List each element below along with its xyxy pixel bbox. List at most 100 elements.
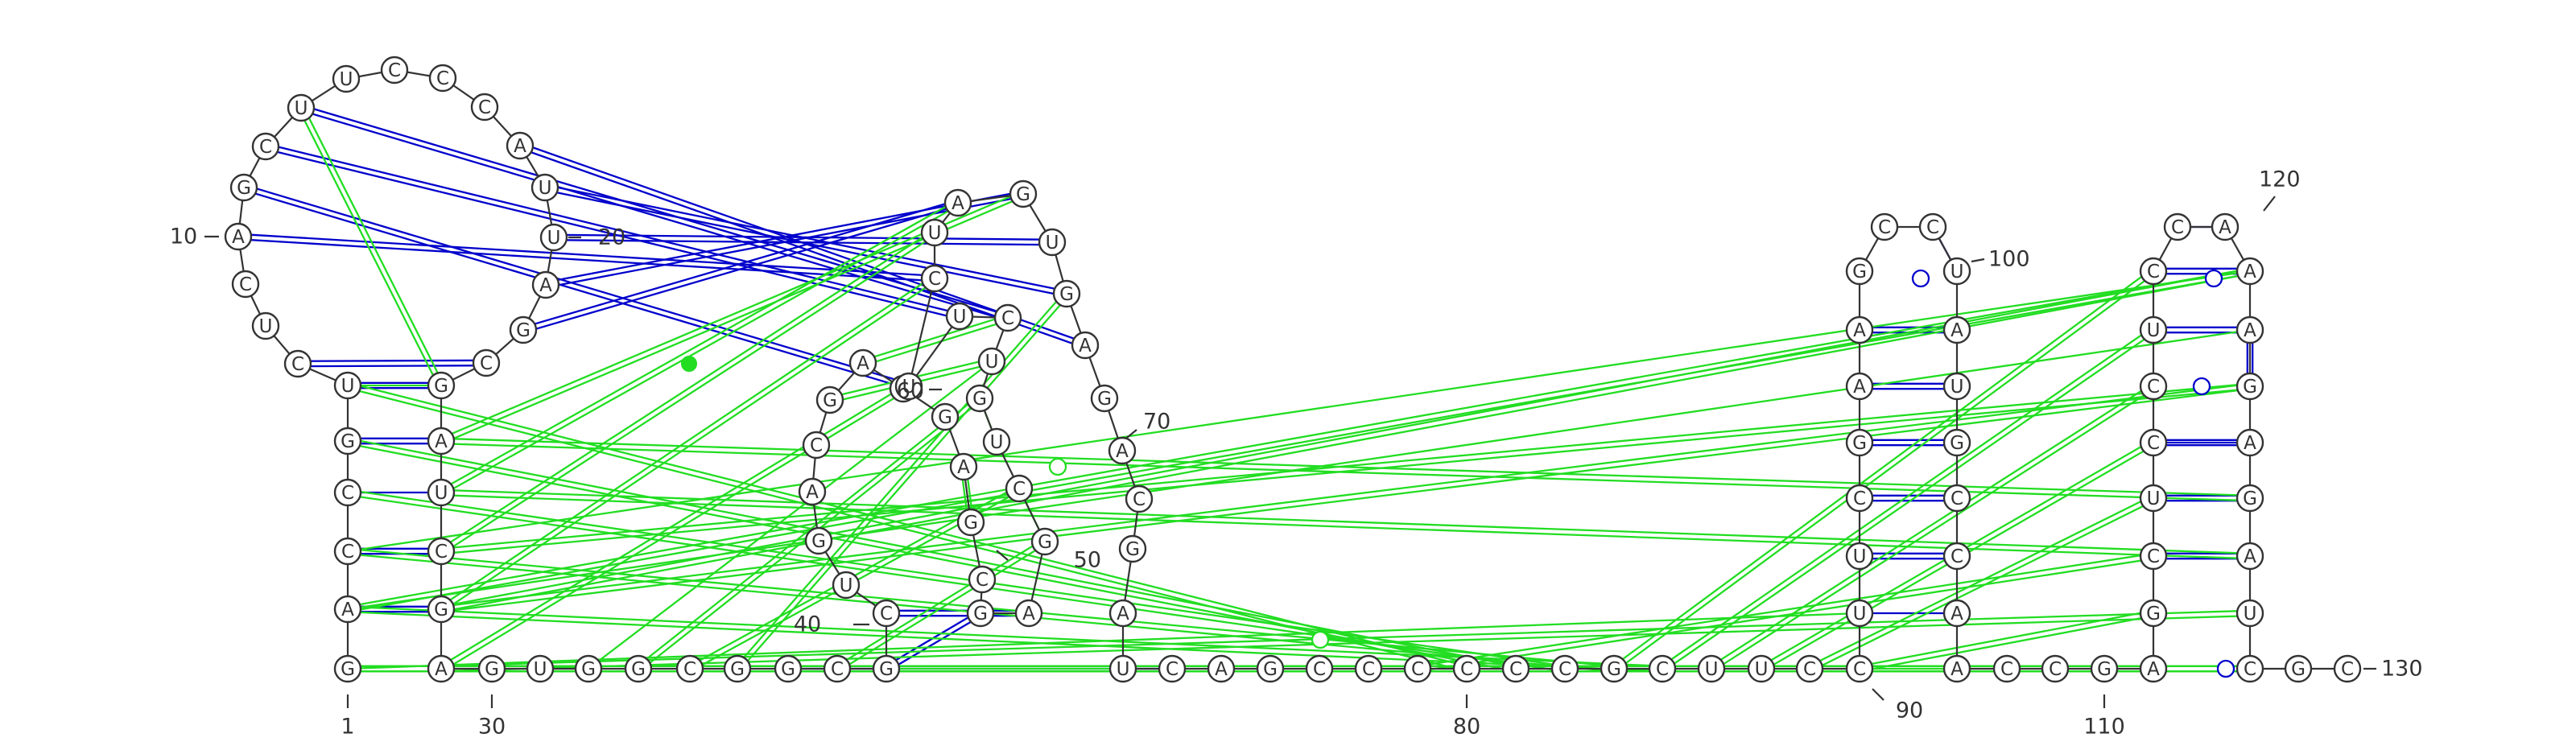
nucleotide-96: C [1872, 214, 1897, 240]
nucleotide-125: U [2237, 600, 2263, 626]
pair-marker-filled [682, 357, 696, 371]
nucleotide-48: A [951, 454, 976, 480]
nucleotide-17: C [472, 94, 497, 120]
nucleotide-15: C [382, 57, 407, 83]
number-label-50: 50 [1074, 548, 1101, 573]
nucleotide-51: G [968, 600, 993, 626]
nucleotide-letter: A [341, 600, 354, 620]
nucleotide-72: A [1110, 600, 1136, 626]
nucleotide-letter: U [1853, 604, 1867, 624]
nucleotide-letter: A [1215, 659, 1228, 680]
nucleotide-21: A [533, 272, 559, 298]
nucleotide-81: C [1503, 656, 1529, 682]
nucleotide-letter: U [1755, 659, 1769, 680]
nucleotide-52: A [1016, 600, 1042, 626]
nucleotide-letter: A [435, 659, 448, 680]
nucleotide-106: C [1994, 656, 2020, 682]
nucleotide-letter: C [1656, 659, 1669, 680]
nucleotide-letter: C [2049, 659, 2062, 680]
nucleotide-letter: A [1853, 320, 1866, 341]
nucleotide-letter: G [1852, 433, 1867, 454]
nucleotide-92: G [1847, 430, 1872, 455]
nucleotide-letter: G [730, 659, 745, 680]
nucleotide-25: A [428, 428, 454, 454]
nucleotide-letter: G [973, 604, 988, 624]
nucleotide-letter: A [2147, 659, 2160, 680]
nucleotide-letter: C [1926, 217, 1939, 238]
nucleotide-letter: U [2147, 320, 2161, 341]
pair-marker-115-122 [2194, 378, 2210, 394]
nucleotide-letter: C [831, 659, 844, 680]
nucleotide-98: U [1944, 258, 1970, 284]
nucleotide-103: C [1944, 543, 1970, 569]
nucleotide-67: A [1072, 332, 1098, 358]
nucleotide-letter: A [539, 275, 552, 296]
nucleotide-letter: C [341, 483, 354, 504]
number-label-130: 130 [2381, 657, 2423, 682]
nucleotide-letter: A [952, 193, 964, 214]
nucleotide-39: C [873, 600, 899, 626]
nucleotide-letter: C [2000, 659, 2013, 680]
nucleotide-97: C [1920, 214, 1946, 240]
nucleotide-letter: A [1853, 377, 1866, 398]
nucleotide-2: A [335, 596, 361, 622]
nucleotide-26: U [428, 480, 454, 505]
nucleotide-112: U [2140, 485, 2166, 511]
nucleotide-letter: C [1853, 659, 1866, 680]
nucleotide-letter: G [341, 659, 355, 680]
nucleotide-79: C [1405, 656, 1430, 682]
nucleotide-53: G [1032, 529, 1058, 554]
nucleotide-letter: A [1951, 320, 1963, 341]
number-label-120: 120 [2259, 167, 2301, 192]
nucleotide-6: U [335, 373, 361, 398]
nucleotide-letter: C [976, 570, 989, 591]
nucleotide-letter: C [683, 659, 696, 680]
nucleotide-letter: G [1038, 532, 1052, 553]
nucleotide-letter: C [1133, 489, 1146, 510]
nucleotide-123: G [2237, 485, 2263, 511]
nucleotide-95: G [1847, 258, 1872, 284]
nucleotide-letter: U [1046, 233, 1059, 253]
nucleotide-letter: U [341, 376, 355, 397]
nucleotide-letter: C [1001, 308, 1014, 329]
nucleotide-31: U [527, 656, 553, 682]
nucleotide-84: C [1649, 656, 1675, 682]
nucleotide-letter: U [1951, 377, 1964, 398]
nucleotide-77: C [1307, 656, 1332, 682]
nucleotide-letter: C [1951, 488, 1963, 509]
nucleotide-letter: C [810, 435, 823, 456]
nucleotide-10: A [225, 224, 251, 249]
number-label-100: 100 [1988, 247, 2030, 272]
nucleotide-99: A [1944, 317, 1970, 343]
nucleotide-letter: C [1878, 217, 1891, 238]
nucleotide-letter: A [1022, 604, 1035, 624]
nucleotide-20: U [541, 225, 567, 250]
pair-marker-open-lower [1312, 632, 1328, 648]
nucleotide-68: G [1092, 385, 1117, 411]
number-label-60: 60 [897, 379, 924, 404]
nucleotide-42: A [799, 479, 825, 505]
nucleotide-letter: C [1853, 488, 1866, 509]
nucleotide-29: A [428, 656, 454, 682]
nucleotide-letter: A [232, 227, 245, 248]
nucleotide-letter: U [2147, 488, 2161, 509]
nucleotide-letter: A [435, 431, 448, 452]
nucleotide-letter: G [434, 600, 448, 620]
nucleotide-letter: A [2244, 546, 2256, 567]
nucleotide-111: C [2140, 543, 2166, 569]
nucleotide-89: U [1847, 600, 1872, 626]
nucleotide-letter: C [2171, 217, 2184, 238]
nucleotide-66: G [1054, 281, 1080, 307]
nucleotide-letter: G [781, 659, 795, 680]
nucleotide-76: G [1257, 656, 1283, 682]
nucleotide-letter: A [806, 482, 819, 503]
nucleotide-5: G [335, 428, 361, 454]
nucleotide-58: C [995, 305, 1021, 331]
nucleotide-letter: G [1016, 184, 1030, 205]
nucleotide-109: A [2140, 656, 2166, 682]
nucleotide-letter: A [1116, 441, 1129, 462]
nucleotide-letter: A [2244, 320, 2256, 341]
nucleotide-1: G [335, 656, 361, 682]
nucleotide-22: G [510, 317, 536, 343]
nucleotide-117: C [2165, 214, 2190, 240]
